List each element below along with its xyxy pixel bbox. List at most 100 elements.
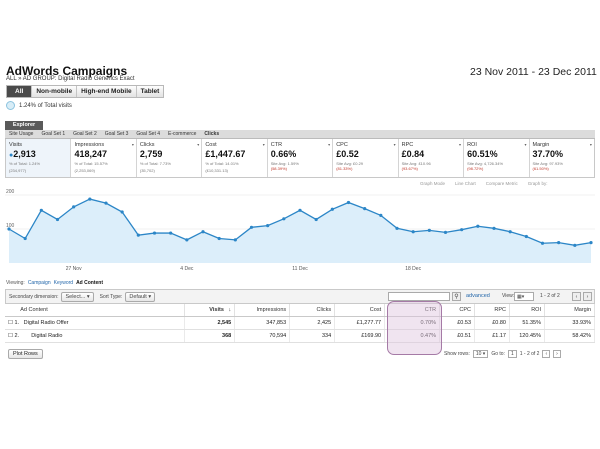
metric-roi[interactable]: ROI ▾ 60.51% Site Avg: 4,726.34% (98.72%): [464, 139, 530, 177]
prev-page-icon[interactable]: ‹: [542, 350, 551, 358]
metric-visits[interactable]: Visits ●2,913 % of Total: 1.24% (234,977…: [6, 139, 72, 177]
metric-ctr[interactable]: CTR ▾ 0.66% Site Avg: 1.59% (58.39%): [268, 139, 334, 177]
data-point: [233, 238, 237, 242]
view-keyword-link[interactable]: Keyword: [53, 280, 74, 286]
cell-cpc: £0.53: [439, 316, 476, 330]
dropdown-icon[interactable]: ▾: [524, 142, 527, 147]
data-point: [88, 197, 92, 201]
metric-cpc[interactable]: CPC ▾ £0.52 Site Avg: £0.29 (81.33%): [333, 139, 399, 177]
show-rows-select[interactable]: 10 ▾: [472, 350, 489, 358]
metric-value: £1,447.67: [205, 149, 246, 159]
metric-label: RPC: [401, 142, 414, 148]
subtab-goal-set-4[interactable]: Goal Set 4: [136, 131, 161, 137]
search-icon[interactable]: ⚲: [452, 292, 461, 301]
col-visits[interactable]: Visits ↓: [184, 304, 236, 317]
tab-explorer[interactable]: Explorer: [5, 121, 43, 130]
line-chart-button[interactable]: Line Chart: [455, 181, 476, 186]
view-campaign-link[interactable]: Campaign: [27, 280, 51, 286]
dropdown-icon[interactable]: ▾: [328, 142, 331, 147]
x-tick-label: 18 Dec: [405, 266, 421, 272]
table-row[interactable]: ☐ 2. Digital Radio 368 70,594 334 £169.9…: [5, 329, 596, 343]
row-number: 2.: [14, 332, 20, 339]
metric-dot-icon: ●: [9, 152, 14, 159]
col-impressions[interactable]: Impressions: [234, 304, 291, 317]
data-point: [363, 207, 367, 211]
cell-cost: £1,277.77: [334, 316, 386, 330]
row-checkbox[interactable]: ☐: [8, 332, 13, 339]
cell-ctr: 0.47%: [384, 329, 441, 343]
segment-summary: 1.24% of Total visits: [6, 101, 72, 110]
metric-value: 60.51%: [467, 149, 498, 159]
metric-label: Impressions: [74, 142, 105, 148]
plot-rows-button[interactable]: Plot Rows: [8, 349, 43, 359]
metric-sub2: (35,702): [139, 168, 155, 173]
dropdown-icon[interactable]: ▾: [197, 142, 200, 147]
segment-non-mobile[interactable]: Non-mobile: [32, 86, 78, 97]
ad-content-link[interactable]: Digital Radio Offer: [23, 319, 69, 326]
subtab-ecommerce[interactable]: E-commerce: [168, 131, 197, 137]
prev-page-icon[interactable]: ‹: [572, 292, 581, 301]
row-checkbox[interactable]: ☐: [8, 319, 13, 326]
col-ad-content[interactable]: Ad Content: [5, 304, 186, 317]
cell-clicks: 2,425: [289, 316, 336, 330]
segment-all[interactable]: All: [7, 86, 33, 97]
data-point: [298, 208, 302, 212]
next-page-icon[interactable]: ›: [553, 350, 561, 358]
date-range-picker[interactable]: 23 Nov 2011 - 23 Dec 2011: [470, 66, 597, 78]
table-header: Ad Content Visits ↓ Impressions Clicks C…: [5, 304, 596, 317]
data-point: [104, 201, 108, 205]
segment-high-end-mobile[interactable]: High-end Mobile: [77, 86, 137, 97]
sort-type-select[interactable]: Default ▾: [125, 291, 156, 302]
col-margin[interactable]: Margin: [544, 304, 596, 317]
next-page-icon[interactable]: ›: [583, 292, 592, 301]
metric-sub: % of Total: 14.01%: [205, 161, 239, 166]
col-clicks[interactable]: Clicks: [289, 304, 336, 317]
subtab-goal-set-1[interactable]: Goal Set 1: [41, 131, 66, 137]
y-tick-label: 100: [6, 223, 15, 229]
subtab-goal-set-2[interactable]: Goal Set 2: [73, 131, 97, 137]
data-point: [7, 227, 11, 231]
subtab-clicks[interactable]: Clicks: [204, 131, 220, 137]
toolbar-pager: 1 - 2 of 2: [540, 293, 560, 299]
view-label: View:: [502, 293, 515, 299]
secondary-dimension-select[interactable]: Select... ▾: [61, 291, 94, 302]
cell-cpc: £0.51: [439, 329, 476, 343]
table-search-input[interactable]: [388, 292, 450, 301]
metric-rpc[interactable]: RPC ▾ £0.84 Site Avg: £10.96 (93.67%): [399, 139, 465, 177]
graph-mode-button[interactable]: Graph Mode: [420, 181, 446, 186]
subtab-site-usage[interactable]: Site Usage: [9, 131, 34, 137]
breadcrumb[interactable]: ALL » AD GROUP: Digital Radio Generics E…: [6, 76, 135, 82]
data-point: [411, 230, 415, 234]
cell-impressions: 70,594: [234, 329, 291, 343]
col-roi[interactable]: ROI: [509, 304, 545, 317]
ad-content-link[interactable]: Digital Radio: [31, 332, 63, 339]
dropdown-icon[interactable]: ▾: [393, 142, 396, 147]
col-ctr[interactable]: CTR: [384, 304, 441, 317]
data-point: [508, 230, 512, 234]
data-point: [201, 230, 205, 234]
visits-area-chart[interactable]: 100 200 27 Nov 4 Dec 11 Dec 18 Dec: [5, 189, 595, 273]
dropdown-icon[interactable]: ▾: [131, 142, 134, 147]
sort-type-label: Sort Type:: [99, 293, 123, 300]
dropdown-icon[interactable]: ▾: [589, 142, 592, 147]
col-rpc[interactable]: RPC: [474, 304, 510, 317]
col-cost[interactable]: Cost: [334, 304, 386, 317]
view-toggle[interactable]: ▦▾: [514, 292, 534, 301]
col-cpc[interactable]: CPC: [439, 304, 476, 317]
data-table: Ad Content Visits ↓ Impressions Clicks C…: [5, 304, 596, 343]
dropdown-icon[interactable]: ▾: [262, 142, 265, 147]
metric-sub: % of Total: 1.24%: [9, 161, 41, 166]
metric-label: CPC: [336, 142, 348, 148]
compare-metric-button[interactable]: Compare Metric: [485, 181, 518, 186]
graph-by-label[interactable]: Graph by:: [527, 181, 548, 186]
advanced-filter-link[interactable]: advanced: [466, 293, 490, 299]
metric-margin[interactable]: Margin ▾ 37.70% Site Avg: 97.93% (61.50%): [530, 139, 594, 177]
metric-impressions[interactable]: Impressions ▾ 418,247 % of Total: 15.57% …: [71, 139, 137, 177]
table-row[interactable]: ☐ 1. Digital Radio Offer 2,545 347,853 2…: [5, 316, 596, 330]
dropdown-icon[interactable]: ▾: [459, 142, 462, 147]
metric-cost[interactable]: Cost ▾ £1,447.67 % of Total: 14.01% (£10,…: [202, 139, 268, 177]
go-to-input[interactable]: 1: [507, 350, 517, 358]
subtab-goal-set-3[interactable]: Goal Set 3: [104, 131, 129, 137]
metric-clicks[interactable]: Clicks ▾ 2,759 % of Total: 7.73% (35,702): [137, 139, 203, 177]
segment-tablet[interactable]: Tablet: [136, 86, 164, 97]
